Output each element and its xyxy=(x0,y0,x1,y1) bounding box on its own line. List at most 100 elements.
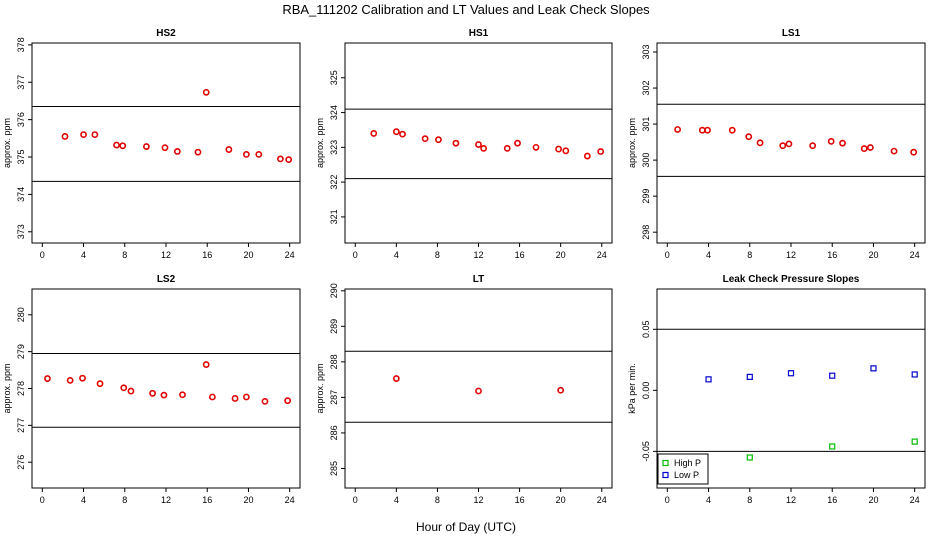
chart-panel: HS2 0 4 8 12 16 20 24 373 374 375 376 377 378 approx. … xyxy=(2,28,301,260)
panel-title: HS1 xyxy=(469,28,489,39)
y-tick-label: 278 xyxy=(16,381,26,396)
data-point xyxy=(452,139,460,147)
x-tick-label: 24 xyxy=(597,495,607,505)
data-point xyxy=(475,141,482,148)
data-point xyxy=(285,156,293,164)
y-tick-label: 323 xyxy=(329,140,339,155)
data-point xyxy=(910,148,918,156)
data-point xyxy=(284,397,292,405)
y-tick-label: 277 xyxy=(16,418,26,433)
y-tick-label: 375 xyxy=(16,150,26,165)
x-tick-label: 4 xyxy=(706,495,711,505)
x-tick-label: 0 xyxy=(353,250,358,260)
x-tick-label: 8 xyxy=(747,495,752,505)
plot-frame xyxy=(31,42,301,244)
x-tick-label: 16 xyxy=(515,250,525,260)
y-tick-label: 279 xyxy=(16,344,26,359)
x-tick-label: 20 xyxy=(243,495,253,505)
data-point xyxy=(532,143,540,151)
x-tick-label: 0 xyxy=(353,495,358,505)
x-tick-label: 24 xyxy=(285,495,295,505)
data-point xyxy=(225,146,233,153)
legend-box xyxy=(657,453,709,485)
x-tick-label: 20 xyxy=(868,250,878,260)
data-point xyxy=(480,144,488,152)
y-tick-label: -0.05 xyxy=(641,441,651,462)
y-tick-label: 324 xyxy=(329,105,339,120)
x-tick-label: 12 xyxy=(473,495,483,505)
data-point xyxy=(80,131,87,138)
y-axis-label: approx. ppm xyxy=(2,118,12,168)
data-point xyxy=(161,144,169,152)
legend-marker xyxy=(662,459,669,467)
y-tick-label: 303 xyxy=(641,44,651,59)
panel-title: Leak Check Pressure Slopes xyxy=(723,274,860,285)
y-tick-label: 0.05 xyxy=(641,321,651,339)
x-tick-label: 4 xyxy=(706,250,711,260)
x-tick-label: 4 xyxy=(81,250,86,260)
panel-title: LT xyxy=(473,274,484,285)
x-tick-label: 8 xyxy=(747,250,752,260)
data-point xyxy=(113,141,120,149)
y-tick-label: 289 xyxy=(329,319,339,334)
y-tick-label: 290 xyxy=(329,283,339,298)
x-tick-label: 16 xyxy=(827,495,837,505)
x-tick-label: 24 xyxy=(910,495,920,505)
data-point xyxy=(756,139,764,147)
y-tick-label: 301 xyxy=(641,117,651,132)
data-point xyxy=(242,151,250,158)
x-tick-label: 20 xyxy=(556,495,566,505)
figure-x-axis-label: Hour of Day (UTC) xyxy=(416,520,516,534)
x-tick-label: 20 xyxy=(556,250,566,260)
data-point xyxy=(562,147,570,155)
x-tick-label: 16 xyxy=(202,495,212,505)
x-tick-label: 0 xyxy=(40,250,45,260)
panel-title: LS2 xyxy=(157,274,176,285)
y-tick-label: 373 xyxy=(16,224,26,239)
data-point xyxy=(475,387,482,395)
x-tick-label: 8 xyxy=(122,250,127,260)
data-point xyxy=(890,147,898,155)
y-axis-label: approx. ppm xyxy=(627,118,637,168)
legend-label: High P xyxy=(674,458,701,468)
data-point xyxy=(91,131,99,138)
data-point xyxy=(866,144,874,151)
data-point xyxy=(514,139,521,147)
y-tick-label: 300 xyxy=(641,153,651,168)
data-point xyxy=(179,391,186,399)
data-point xyxy=(392,375,400,382)
chart-panel: Leak Check Pressure Slopes 0 4 8 12 16 20 24 -0.… xyxy=(627,274,926,505)
y-tick-label: 285 xyxy=(329,461,339,476)
data-point xyxy=(79,374,86,382)
data-point xyxy=(96,380,104,388)
legend-marker xyxy=(662,471,669,479)
data-point xyxy=(839,139,846,147)
x-tick-label: 24 xyxy=(597,250,607,260)
data-point xyxy=(143,143,150,150)
data-point xyxy=(555,145,562,153)
data-point xyxy=(829,443,836,450)
data-point xyxy=(705,376,712,383)
data-point xyxy=(785,140,793,148)
y-axis-label: approx. ppm xyxy=(315,118,325,168)
panel-title: HS2 xyxy=(156,28,176,39)
data-point xyxy=(242,393,250,401)
data-point xyxy=(435,136,442,144)
y-tick-label: 0.00 xyxy=(641,382,651,400)
y-tick-label: 377 xyxy=(16,75,26,90)
data-point xyxy=(746,454,753,461)
legend-label: Low P xyxy=(674,470,699,480)
data-point xyxy=(202,88,210,96)
data-point xyxy=(557,386,565,394)
y-tick-label: 299 xyxy=(641,189,651,204)
y-tick-label: 374 xyxy=(16,187,26,202)
data-point xyxy=(779,142,787,150)
data-point xyxy=(860,145,868,152)
data-point xyxy=(503,144,511,152)
y-tick-label: 276 xyxy=(16,455,26,470)
x-tick-label: 4 xyxy=(394,495,399,505)
x-tick-label: 12 xyxy=(786,495,796,505)
data-point xyxy=(127,387,135,395)
x-tick-label: 20 xyxy=(868,495,878,505)
